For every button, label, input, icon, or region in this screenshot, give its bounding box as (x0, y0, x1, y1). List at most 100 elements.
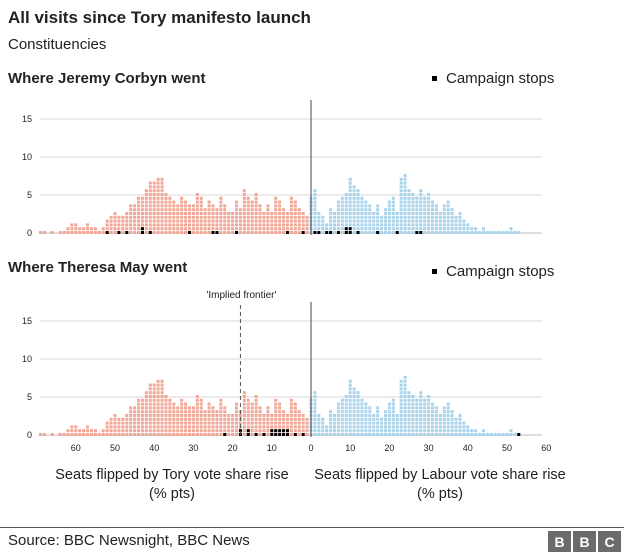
labour-seat-dot (462, 227, 466, 231)
tory-seat-dot (152, 189, 156, 193)
labour-seat-dot (317, 421, 321, 425)
labour-seat-dot (442, 433, 446, 436)
tory-seat-dot (293, 406, 297, 410)
tory-seat-dot (156, 208, 160, 212)
labour-seat-dot (348, 417, 352, 421)
tory-seat-dot (242, 204, 246, 208)
labour-seat-dot (446, 212, 450, 215)
tory-seat-dot (133, 215, 137, 219)
tory-seat-dot (184, 425, 188, 429)
tory-seat-dot (305, 219, 309, 223)
labour-seat-dot (489, 231, 493, 234)
tory-seat-dot (254, 212, 258, 215)
labour-seat-dot (423, 208, 427, 212)
tory-seat-dot (219, 402, 223, 406)
campaign-stop-dot (344, 227, 348, 231)
tory-seat-dot (215, 227, 219, 231)
tory-seat-dot (140, 429, 144, 433)
x-axis-label-tory: Seats flipped by Tory vote share rise (%… (44, 466, 300, 504)
labour-seat-dot (431, 410, 435, 414)
tory-seat-dot (289, 196, 293, 200)
tory-seat-dot (176, 204, 180, 208)
chart-title: All visits since Tory manifesto launch (8, 8, 311, 27)
labour-seat-dot (411, 196, 415, 200)
tory-seat-dot (133, 208, 137, 212)
labour-seat-dot (407, 433, 411, 436)
labour-seat-dot (313, 406, 317, 410)
x-tick-label: 50 (110, 443, 120, 453)
tory-seat-dot (254, 398, 258, 402)
labour-seat-dot (360, 398, 364, 402)
labour-seat-dot (387, 208, 391, 212)
tory-seat-dot (156, 421, 160, 425)
campaign-stop-dot (293, 433, 297, 436)
tory-seat-dot (211, 433, 215, 436)
labour-seat-dot (458, 223, 462, 227)
tory-seat-dot (152, 425, 156, 429)
tory-seat-dot (184, 402, 188, 406)
labour-seat-dot (348, 429, 352, 433)
tory-seat-dot (219, 414, 223, 417)
tory-seat-dot (223, 429, 227, 433)
tory-seat-dot (207, 200, 211, 204)
tory-seat-dot (250, 410, 254, 414)
tory-seat-dot (266, 417, 270, 421)
labour-seat-dot (344, 223, 348, 227)
labour-seat-dot (431, 406, 435, 410)
tory-seat-dot (274, 204, 278, 208)
tory-seat-dot (301, 425, 305, 429)
labour-seat-dot (321, 227, 325, 231)
tory-seat-dot (266, 414, 270, 417)
labour-seat-dot (340, 425, 344, 429)
tory-seat-dot (137, 417, 141, 421)
tory-seat-dot (301, 212, 305, 215)
tory-seat-dot (184, 410, 188, 414)
tory-seat-dot (254, 429, 258, 433)
tory-seat-dot (152, 231, 156, 234)
tory-seat-dot (144, 425, 148, 429)
tory-seat-dot (235, 429, 239, 433)
labour-seat-dot (348, 425, 352, 429)
tory-seat-dot (148, 410, 152, 414)
tory-seat-dot (293, 414, 297, 417)
tory-seat-dot (219, 429, 223, 433)
labour-seat-dot (399, 410, 403, 414)
labour-seat-dot (454, 219, 458, 223)
tory-seat-dot (172, 402, 176, 406)
campaign-stop-dot (278, 429, 282, 433)
labour-seat-dot (509, 429, 513, 433)
tory-seat-dot (140, 398, 144, 402)
labour-seat-dot (348, 189, 352, 193)
labour-seat-dot (329, 414, 333, 417)
tory-seat-dot (293, 204, 297, 208)
campaign-stop-dot (215, 231, 219, 234)
tory-seat-dot (254, 421, 258, 425)
labour-seat-dot (419, 227, 423, 231)
tory-seat-dot (195, 406, 199, 410)
tory-seat-dot (176, 223, 180, 227)
labour-seat-dot (458, 212, 462, 215)
tory-seat-dot (168, 227, 172, 231)
tory-seat-dot (219, 433, 223, 436)
tory-seat-dot (282, 410, 286, 414)
tory-seat-dot (207, 429, 211, 433)
labour-seat-dot (352, 204, 356, 208)
tory-seat-dot (274, 227, 278, 231)
labour-seat-dot (372, 433, 376, 436)
labour-seat-dot (399, 398, 403, 402)
tory-seat-dot (140, 406, 144, 410)
labour-seat-dot (442, 223, 446, 227)
tory-seat-dot (258, 406, 262, 410)
tory-seat-dot (254, 200, 258, 204)
labour-seat-dot (403, 196, 407, 200)
tory-seat-dot (191, 215, 195, 219)
tory-seat-dot (246, 219, 250, 223)
labour-seat-dot (317, 433, 321, 436)
tory-seat-dot (184, 417, 188, 421)
tory-seat-dot (137, 429, 141, 433)
tory-seat-dot (156, 406, 160, 410)
labour-seat-dot (403, 181, 407, 185)
labour-seat-dot (399, 223, 403, 227)
labour-seat-dot (387, 215, 391, 219)
labour-seat-dot (446, 429, 450, 433)
